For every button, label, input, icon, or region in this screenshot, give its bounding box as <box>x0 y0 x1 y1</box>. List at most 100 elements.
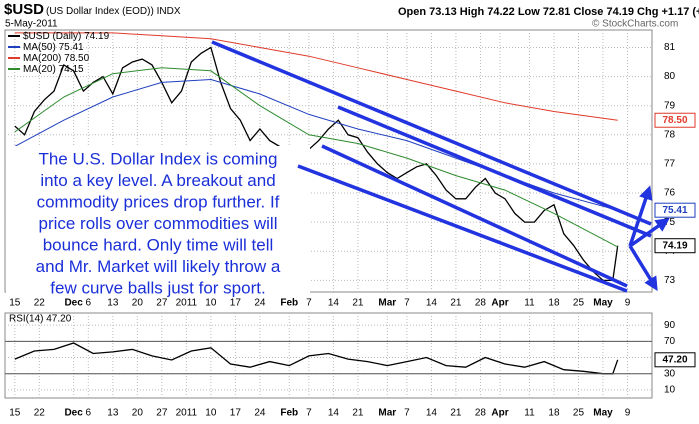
plot-area <box>4 312 653 399</box>
price-panel: 15 22 Dec 6 13 20 27 2011 10 17 24 Feb 7 14 21 Mar 7 14 21… <box>4 29 696 309</box>
x-tick-label: 7 <box>404 298 410 309</box>
x-tick-label: 25 <box>573 298 585 309</box>
x-tick-label: 13 <box>107 408 119 419</box>
x-tick-label: 21 <box>450 408 462 419</box>
price-marker-box <box>654 112 696 128</box>
price-marker-box <box>654 352 696 368</box>
legend-value: 74.19 <box>84 31 109 42</box>
x-tick-label: 14 <box>426 298 438 309</box>
x-tick-label: 10 <box>205 408 217 419</box>
x-tick-label: 18 <box>548 298 560 309</box>
price-marker-box <box>654 202 696 218</box>
x-tick-label: 2011 <box>176 408 198 419</box>
x-tick-label: 21 <box>352 408 364 419</box>
index-name: (US Dollar Index (EOD)) <box>46 6 154 17</box>
y-tick-label: 10 <box>664 385 676 396</box>
x-tick-label: 11 <box>524 408 535 419</box>
x-tick-label: 24 <box>254 408 266 419</box>
price-marker-label: 74.19 <box>662 240 687 251</box>
legend-entry: MA(20) 74.15 <box>23 64 84 75</box>
x-tick-label: 27 <box>156 298 168 309</box>
x-tick-label: 24 <box>254 298 266 309</box>
annotation-line: price rolls over commodities will <box>38 214 277 233</box>
x-tick-label: Feb <box>280 298 298 309</box>
y-tick-label: 70 <box>664 336 676 347</box>
annotation-line: and Mr. Market will likely throw a <box>36 257 281 276</box>
x-tick-label: Dec <box>64 298 83 309</box>
annotation-bg <box>6 146 310 294</box>
legend-entry: MA(50) 75.41 <box>23 42 84 53</box>
x-tick-label: 14 <box>328 298 340 309</box>
legend-value: 75.41 <box>59 42 84 53</box>
x-tick-label: 7 <box>306 298 312 309</box>
date: 5-May-2011 <box>5 19 58 30</box>
x-tick-label: 27 <box>156 408 168 419</box>
legend-name: MA(200) <box>23 53 61 64</box>
x-tick-label: 13 <box>107 298 119 309</box>
x-tick-label: 25 <box>573 408 585 419</box>
annotation-line: few curve balls just for sport. <box>50 278 265 297</box>
x-tick-label: May <box>593 298 613 309</box>
x-tick-label: 28 <box>475 298 487 309</box>
y-tick-label: 76 <box>664 188 676 199</box>
rsi-title: RSI(14) 47.20 <box>9 314 72 325</box>
arrow <box>628 217 670 248</box>
x-tick-label: 28 <box>475 408 487 419</box>
legend-entry: MA(200) 78.50 <box>23 53 90 64</box>
annotation: The U.S. Dollar Index is coming into a ke… <box>36 149 281 297</box>
legend-name: $USD (Daily) <box>23 31 81 42</box>
annotation-line: bounce hard. Only time will tell <box>43 235 274 254</box>
x-tick-label: 6 <box>86 298 92 309</box>
annotation-box: The U.S. Dollar Index is coming into a ke… <box>6 146 310 297</box>
y-tick-label: 81 <box>664 42 676 53</box>
quote: Open 73.13 High 74.22 Low 72.81 Close 74… <box>398 6 699 18</box>
x-tick-label: Mar <box>378 298 396 309</box>
annotation-line: into a key level. A breakout and <box>40 171 275 190</box>
legend-value: 74.15 <box>59 64 84 75</box>
y-tick-label: 75 <box>664 217 676 228</box>
index-name: (US Dollar Index (EOD)) INDX <box>46 6 181 17</box>
exchange: INDX <box>157 6 181 17</box>
annotation-line: The U.S. Dollar Index is coming <box>38 149 277 168</box>
x-tick-label: 15 <box>9 298 21 309</box>
price-marker-label: 78.50 <box>662 115 687 126</box>
series-line <box>14 342 619 375</box>
x-tick-label: 7 <box>404 408 410 419</box>
arrow <box>628 245 658 291</box>
x-tick-label: 22 <box>34 408 46 419</box>
x-tick-label: 6 <box>86 408 92 419</box>
trend-line <box>297 164 628 293</box>
arrow <box>628 185 653 247</box>
x-tick-label: May <box>593 408 613 419</box>
trend-line <box>321 144 628 288</box>
y-tick-label: 77 <box>664 159 676 170</box>
y-tick-label: 78 <box>664 129 676 140</box>
legend-name: MA(50) <box>23 42 56 53</box>
x-tick-label: Dec <box>64 408 83 419</box>
legend-entry: $USD (Daily) 74.19 <box>23 31 110 42</box>
price-marker-box <box>654 238 696 254</box>
y-tick-label: 73 <box>664 275 676 286</box>
plot-area <box>4 29 653 293</box>
x-tick-label: 22 <box>34 298 46 309</box>
y-tick-label: 30 <box>664 368 676 379</box>
trend-line <box>211 40 652 226</box>
x-tick-label: 10 <box>205 298 217 309</box>
x-tick-label: 2011 <box>176 298 198 309</box>
x-tick-label: 11 <box>524 298 535 309</box>
x-tick-label: 21 <box>450 298 462 309</box>
x-tick-label: Feb <box>280 408 298 419</box>
price-marker-label: 75.41 <box>662 205 687 216</box>
price-marker-label: 47.20 <box>662 354 687 365</box>
x-tick-label: Apr <box>491 298 508 309</box>
x-tick-label: 18 <box>548 408 560 419</box>
x-tick-label: 9 <box>625 298 631 309</box>
series-line <box>14 67 618 248</box>
symbol: $USD <box>4 1 44 18</box>
series-line <box>14 32 618 121</box>
trend-line <box>337 105 652 238</box>
x-tick-label: Mar <box>378 408 396 419</box>
y-tick-label: 80 <box>664 71 676 82</box>
